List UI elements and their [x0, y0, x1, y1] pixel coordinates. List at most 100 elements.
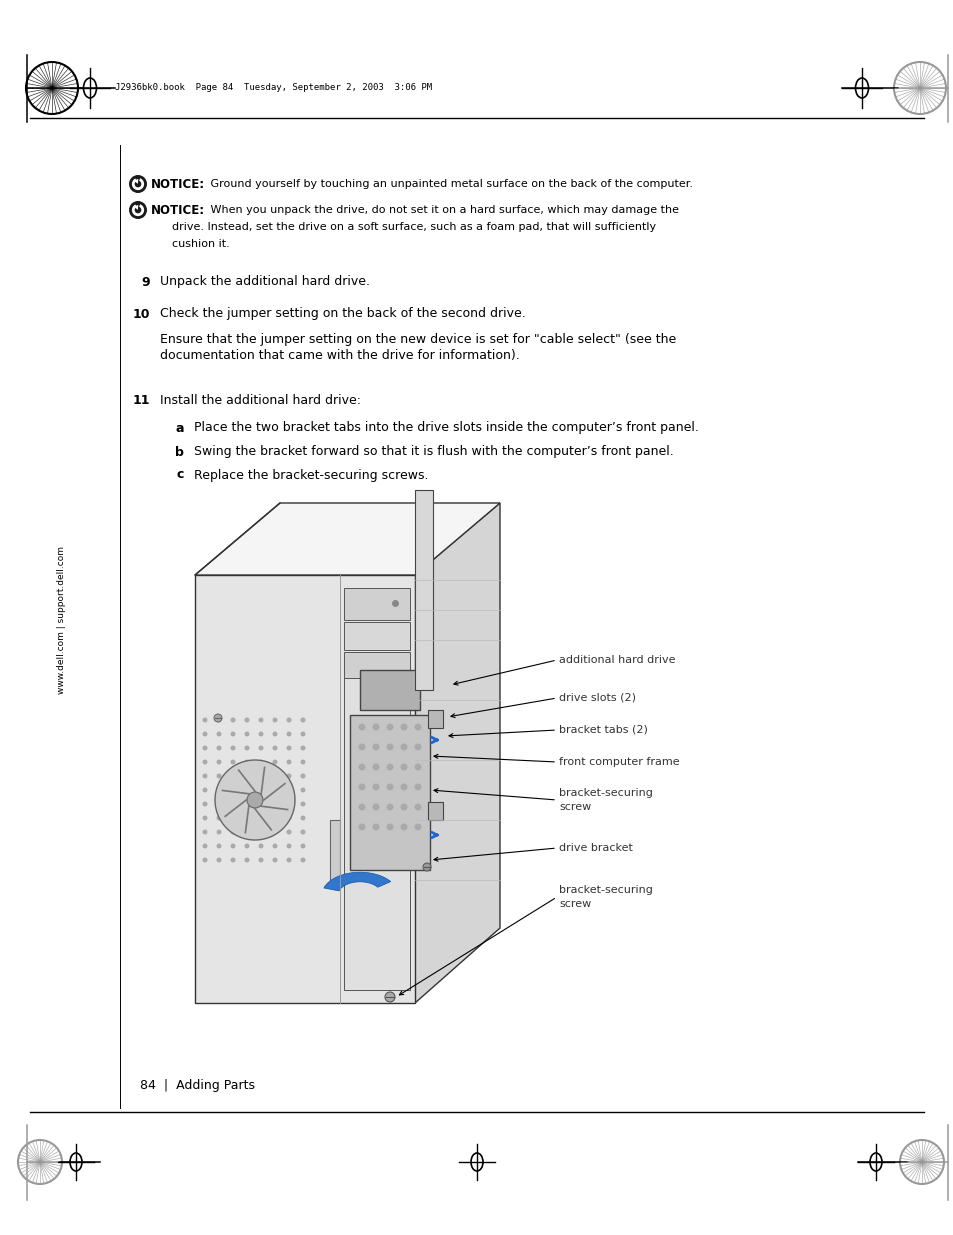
Circle shape: [372, 804, 379, 810]
Circle shape: [358, 824, 365, 830]
Circle shape: [273, 718, 277, 722]
Text: drive slots (2): drive slots (2): [558, 693, 636, 703]
Circle shape: [300, 844, 305, 848]
Circle shape: [372, 724, 379, 730]
Circle shape: [400, 804, 407, 810]
Circle shape: [231, 830, 235, 835]
Circle shape: [273, 746, 277, 751]
Circle shape: [129, 201, 147, 219]
Text: 84  |  Adding Parts: 84 | Adding Parts: [140, 1078, 254, 1092]
Circle shape: [244, 815, 250, 820]
Circle shape: [414, 783, 421, 790]
Circle shape: [273, 830, 277, 835]
Circle shape: [273, 815, 277, 820]
Bar: [359, 671, 419, 710]
Polygon shape: [133, 205, 138, 210]
Circle shape: [258, 802, 263, 806]
Text: bracket tabs (2): bracket tabs (2): [558, 725, 647, 735]
Bar: [350, 715, 430, 869]
Circle shape: [273, 857, 277, 862]
Circle shape: [300, 731, 305, 736]
Circle shape: [216, 718, 221, 722]
Circle shape: [244, 746, 250, 751]
Circle shape: [258, 844, 263, 848]
Circle shape: [202, 844, 208, 848]
Circle shape: [258, 815, 263, 820]
Text: bracket-securing: bracket-securing: [558, 885, 652, 895]
Circle shape: [300, 802, 305, 806]
Circle shape: [400, 824, 407, 830]
Text: drive. Instead, set the drive on a soft surface, such as a foam pad, that will s: drive. Instead, set the drive on a soft …: [172, 222, 656, 232]
Circle shape: [286, 773, 292, 778]
Bar: [415, 490, 433, 690]
Bar: [344, 622, 410, 650]
Text: documentation that came with the drive for information).: documentation that came with the drive f…: [160, 350, 519, 363]
Circle shape: [273, 844, 277, 848]
Circle shape: [258, 788, 263, 793]
Circle shape: [244, 760, 250, 764]
Circle shape: [216, 731, 221, 736]
Circle shape: [202, 830, 208, 835]
Circle shape: [286, 844, 292, 848]
Circle shape: [216, 760, 221, 764]
Circle shape: [372, 743, 379, 751]
Text: J2936bk0.book  Page 84  Tuesday, September 2, 2003  3:06 PM: J2936bk0.book Page 84 Tuesday, September…: [115, 84, 432, 93]
Text: www.dell.com | support.dell.com: www.dell.com | support.dell.com: [57, 546, 67, 694]
Text: Replace the bracket-securing screws.: Replace the bracket-securing screws.: [193, 468, 428, 482]
Bar: [344, 652, 410, 678]
Text: drive bracket: drive bracket: [558, 844, 632, 853]
Text: Ensure that the jumper setting on the new device is set for "cable select" (see : Ensure that the jumper setting on the ne…: [160, 333, 676, 347]
Circle shape: [386, 743, 393, 751]
Text: Install the additional hard drive:: Install the additional hard drive:: [160, 394, 360, 406]
Circle shape: [129, 175, 147, 193]
Circle shape: [300, 788, 305, 793]
Text: 11: 11: [132, 394, 150, 406]
Circle shape: [372, 783, 379, 790]
Circle shape: [300, 815, 305, 820]
Circle shape: [300, 857, 305, 862]
Circle shape: [300, 760, 305, 764]
Polygon shape: [323, 872, 391, 890]
Circle shape: [300, 773, 305, 778]
Circle shape: [258, 857, 263, 862]
Circle shape: [300, 830, 305, 835]
Circle shape: [358, 763, 365, 771]
Circle shape: [202, 788, 208, 793]
Circle shape: [231, 844, 235, 848]
Text: Check the jumper setting on the back of the second drive.: Check the jumper setting on the back of …: [160, 308, 525, 321]
Circle shape: [286, 815, 292, 820]
Circle shape: [231, 731, 235, 736]
Circle shape: [385, 992, 395, 1002]
Polygon shape: [133, 179, 138, 184]
Text: When you unpack the drive, do not set it on a hard surface, which may damage the: When you unpack the drive, do not set it…: [207, 205, 679, 215]
Circle shape: [216, 815, 221, 820]
Bar: [428, 802, 442, 820]
Circle shape: [400, 763, 407, 771]
Circle shape: [202, 815, 208, 820]
Circle shape: [231, 815, 235, 820]
Circle shape: [286, 718, 292, 722]
Circle shape: [372, 824, 379, 830]
Circle shape: [273, 802, 277, 806]
Circle shape: [386, 724, 393, 730]
Circle shape: [400, 743, 407, 751]
Circle shape: [213, 714, 222, 722]
Circle shape: [216, 857, 221, 862]
Circle shape: [231, 788, 235, 793]
Text: 9: 9: [141, 275, 150, 289]
Circle shape: [231, 857, 235, 862]
Text: Swing the bracket forward so that it is flush with the computer’s front panel.: Swing the bracket forward so that it is …: [193, 446, 673, 458]
Text: screw: screw: [558, 899, 591, 909]
Bar: [330, 820, 339, 881]
Circle shape: [422, 863, 431, 871]
Text: screw: screw: [558, 802, 591, 811]
Circle shape: [216, 773, 221, 778]
Circle shape: [216, 830, 221, 835]
Circle shape: [400, 783, 407, 790]
Circle shape: [258, 760, 263, 764]
Text: c: c: [176, 468, 184, 482]
Circle shape: [258, 718, 263, 722]
Circle shape: [231, 718, 235, 722]
Circle shape: [358, 724, 365, 730]
Text: b: b: [175, 446, 184, 458]
